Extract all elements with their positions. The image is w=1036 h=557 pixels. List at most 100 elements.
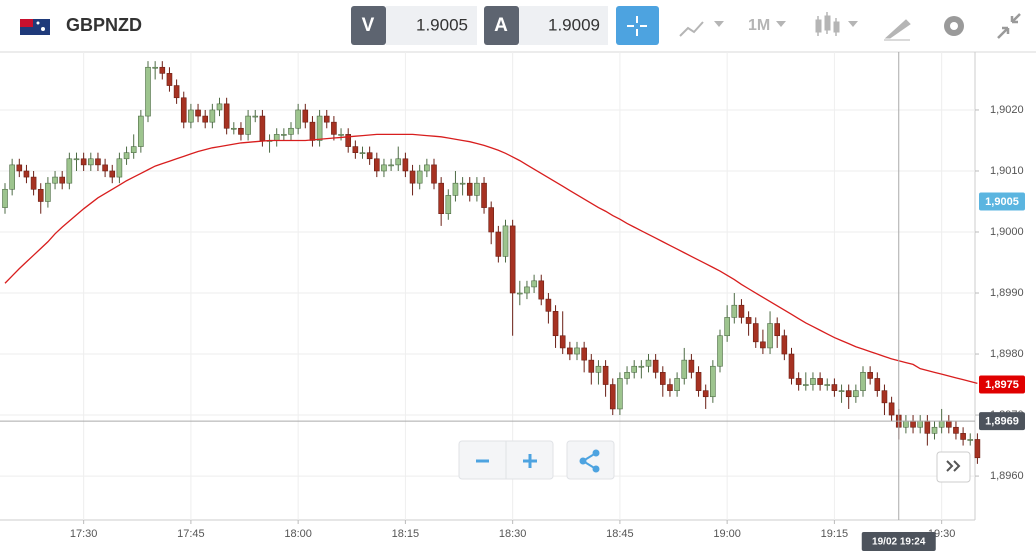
y-tick-label: 1,9010 [990, 165, 1024, 177]
candle-body [559, 335, 566, 349]
candle-body [567, 347, 573, 355]
candle-body [166, 73, 173, 86]
timeframe-button[interactable]: 1M [748, 17, 786, 34]
draw-button[interactable] [884, 19, 911, 41]
candle-body [116, 158, 123, 178]
candle-body [853, 390, 859, 398]
candle-body [23, 170, 30, 178]
price-tag-box [979, 375, 1025, 394]
candle-body [45, 182, 51, 202]
candle-body [788, 353, 795, 379]
sell-button[interactable]: V 1.9005 [351, 6, 477, 45]
candle-body [867, 372, 873, 379]
candle-body [631, 365, 638, 373]
candle-body [366, 152, 373, 160]
candle-body [52, 176, 58, 184]
candle-body [917, 420, 924, 428]
candle-body [424, 164, 430, 172]
candle-body [466, 182, 473, 196]
crosshair-button[interactable] [616, 6, 659, 45]
candle-body [302, 109, 309, 123]
candle-body [180, 97, 187, 123]
candle-body [874, 378, 881, 391]
candle-body [752, 323, 759, 343]
buy-button[interactable]: A 1.9009 [484, 6, 608, 45]
scroll-end-button[interactable] [936, 451, 971, 483]
candle-body [802, 384, 809, 386]
zoom-controls [458, 440, 971, 483]
sell-label: V [362, 15, 375, 36]
x-tick-label: 18:00 [284, 528, 312, 540]
candle-body [910, 420, 916, 428]
candle-body [373, 158, 380, 172]
candle-body [617, 378, 623, 410]
candle-body [409, 170, 416, 184]
candle-body [681, 359, 688, 379]
x-tick-label: 18:45 [606, 528, 634, 540]
candle-body [438, 182, 444, 214]
candle-type-button[interactable] [815, 12, 858, 36]
candle-body [595, 365, 602, 373]
y-tick-label: 1,8980 [990, 348, 1024, 360]
candle-body [295, 109, 301, 129]
sell-price: 1.9005 [416, 15, 468, 34]
collapse-button[interactable] [997, 13, 1021, 39]
candle-body [9, 164, 15, 190]
candle-body [588, 359, 595, 373]
candle-body [395, 158, 402, 166]
candle-body [810, 378, 816, 385]
candle-body [795, 378, 802, 385]
candle-body [831, 384, 838, 391]
candle-body [16, 164, 23, 172]
share-button[interactable] [566, 440, 615, 480]
candle-body [702, 390, 709, 398]
candle-body [824, 384, 831, 386]
candle-body [545, 298, 552, 312]
candle-body [95, 158, 101, 166]
candle-body [524, 286, 530, 294]
candle-body [481, 182, 487, 208]
candle-body [931, 426, 938, 434]
candle-body [609, 384, 616, 410]
candle-body [2, 188, 8, 208]
candle-body [202, 115, 208, 123]
candle-body [273, 134, 280, 141]
price-tag: 1,9005 [985, 196, 1019, 208]
candle-body [781, 335, 788, 355]
candle-body [774, 323, 781, 337]
candle-body [252, 115, 259, 118]
candle-body [953, 426, 959, 434]
candle-body [37, 188, 44, 202]
candle-body [710, 365, 716, 398]
x-tick-label: 18:15 [392, 528, 420, 540]
candle-body [209, 109, 216, 123]
candle-body [359, 152, 366, 154]
chart-type-button[interactable] [679, 21, 724, 37]
candle-body [960, 433, 966, 440]
crosshair-price: 1,8969 [985, 416, 1019, 428]
candle-body [695, 372, 702, 391]
candle-body [638, 365, 645, 368]
candle-body [195, 109, 201, 117]
candle-body [881, 390, 888, 404]
x-tick-label: 19:00 [713, 528, 741, 540]
candle-body [552, 311, 559, 337]
candle-body [667, 384, 673, 391]
candle-body [938, 420, 945, 428]
candle-body [659, 372, 666, 385]
candle-body [760, 341, 766, 349]
candle-body [159, 66, 166, 74]
zoom-in[interactable] [523, 454, 537, 468]
y-tick-label: 1,8990 [990, 287, 1024, 299]
candle-body [903, 420, 909, 428]
price-tag-box [979, 192, 1025, 211]
candle-body [88, 158, 94, 166]
settings-button[interactable] [944, 16, 964, 36]
candle-body [331, 121, 337, 135]
candle-body [574, 347, 580, 355]
candle-body [717, 335, 723, 367]
candle-body [152, 66, 158, 69]
candle-body [231, 127, 237, 130]
candle-body [445, 195, 452, 214]
